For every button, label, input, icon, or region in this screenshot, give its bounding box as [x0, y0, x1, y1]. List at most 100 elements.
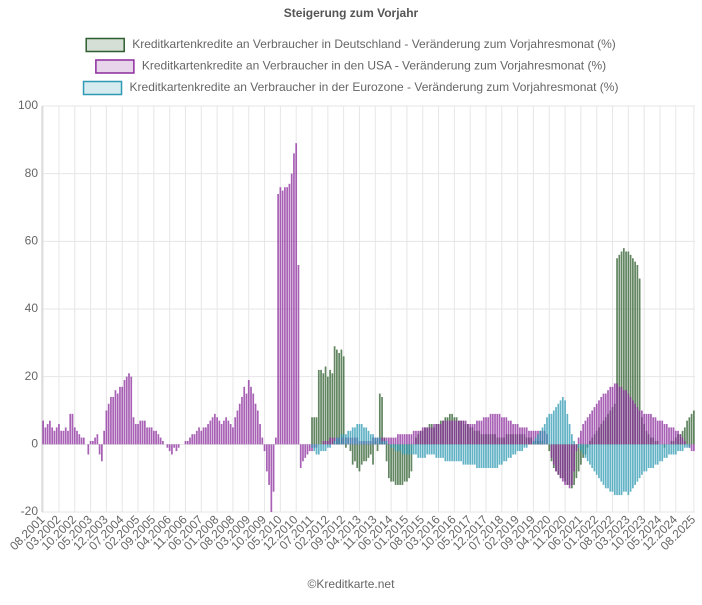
bar	[406, 434, 408, 445]
bar	[378, 437, 381, 445]
bar	[408, 434, 411, 445]
bar	[496, 444, 499, 469]
bar	[372, 434, 374, 445]
bar	[376, 437, 379, 445]
bar	[469, 444, 472, 465]
bar	[600, 396, 603, 445]
bar	[487, 444, 490, 469]
bar	[234, 417, 237, 445]
bar	[105, 410, 108, 445]
bar	[625, 444, 627, 492]
bar	[516, 444, 519, 452]
bar	[589, 444, 591, 465]
bar	[636, 265, 639, 445]
bar	[367, 444, 370, 458]
bar	[467, 444, 469, 465]
bar	[604, 393, 607, 445]
y-tick-label: 100	[18, 98, 38, 112]
bar	[575, 444, 578, 452]
bar	[311, 417, 313, 445]
bar	[627, 393, 630, 445]
bar	[636, 407, 639, 445]
bar	[693, 410, 695, 445]
bar	[672, 427, 675, 445]
bar	[331, 373, 334, 445]
bar	[442, 444, 444, 458]
bar	[410, 434, 413, 445]
bar	[387, 437, 390, 445]
bar	[622, 248, 625, 445]
bar	[618, 386, 621, 445]
bar	[460, 420, 462, 445]
bar	[347, 430, 350, 445]
bar	[564, 444, 566, 485]
bar	[478, 420, 481, 445]
bar	[241, 396, 243, 445]
bar	[521, 427, 524, 445]
bar	[480, 444, 483, 469]
bar	[632, 444, 634, 489]
bar	[408, 444, 411, 455]
bar	[261, 437, 264, 445]
bar	[263, 444, 266, 452]
bar	[354, 427, 356, 445]
bar	[609, 444, 612, 492]
bar	[444, 444, 447, 462]
bar	[256, 410, 259, 445]
bar	[250, 386, 252, 445]
bar	[365, 444, 368, 462]
bar	[159, 437, 162, 445]
bar	[430, 427, 433, 445]
bar	[345, 444, 347, 448]
bar	[690, 444, 693, 452]
bar	[272, 444, 275, 492]
bar	[629, 444, 632, 492]
legend-label: Kreditkartenkredite an Verbraucher in de…	[142, 59, 606, 73]
bar	[532, 430, 535, 445]
bar	[412, 444, 415, 455]
bar	[417, 444, 420, 458]
bar	[582, 424, 585, 445]
bar	[485, 417, 487, 445]
bar	[433, 444, 435, 455]
bar	[561, 444, 564, 482]
legend-label: Kreditkartenkredite an Verbraucher in De…	[132, 37, 616, 51]
bar	[315, 417, 318, 445]
bar	[313, 417, 316, 445]
bar	[654, 417, 657, 445]
bar	[577, 444, 580, 472]
bar	[365, 427, 368, 445]
bar	[625, 390, 627, 445]
bar	[552, 444, 555, 465]
bar	[87, 444, 90, 455]
bar	[358, 444, 361, 472]
bar	[385, 444, 388, 462]
bar	[408, 444, 411, 479]
bar	[123, 380, 126, 445]
bar	[211, 417, 214, 445]
y-tick-label: -20	[21, 504, 39, 518]
bar	[491, 413, 494, 445]
bar	[213, 413, 216, 445]
bar	[609, 386, 612, 445]
bar	[507, 444, 510, 458]
bar	[607, 390, 609, 445]
bar	[582, 444, 585, 455]
bar	[634, 444, 636, 485]
bar	[566, 413, 569, 445]
bar	[390, 444, 392, 448]
bar	[232, 427, 234, 445]
bar	[340, 434, 343, 445]
bar	[568, 424, 571, 445]
bar	[622, 390, 625, 445]
bar	[177, 444, 180, 448]
y-tick-label: 80	[25, 166, 39, 180]
bar	[378, 393, 381, 445]
bar	[478, 444, 481, 469]
bar	[498, 444, 501, 465]
bar	[519, 427, 521, 445]
bar	[397, 444, 399, 452]
bar	[532, 440, 535, 445]
bar	[514, 444, 517, 455]
bar	[464, 444, 467, 465]
